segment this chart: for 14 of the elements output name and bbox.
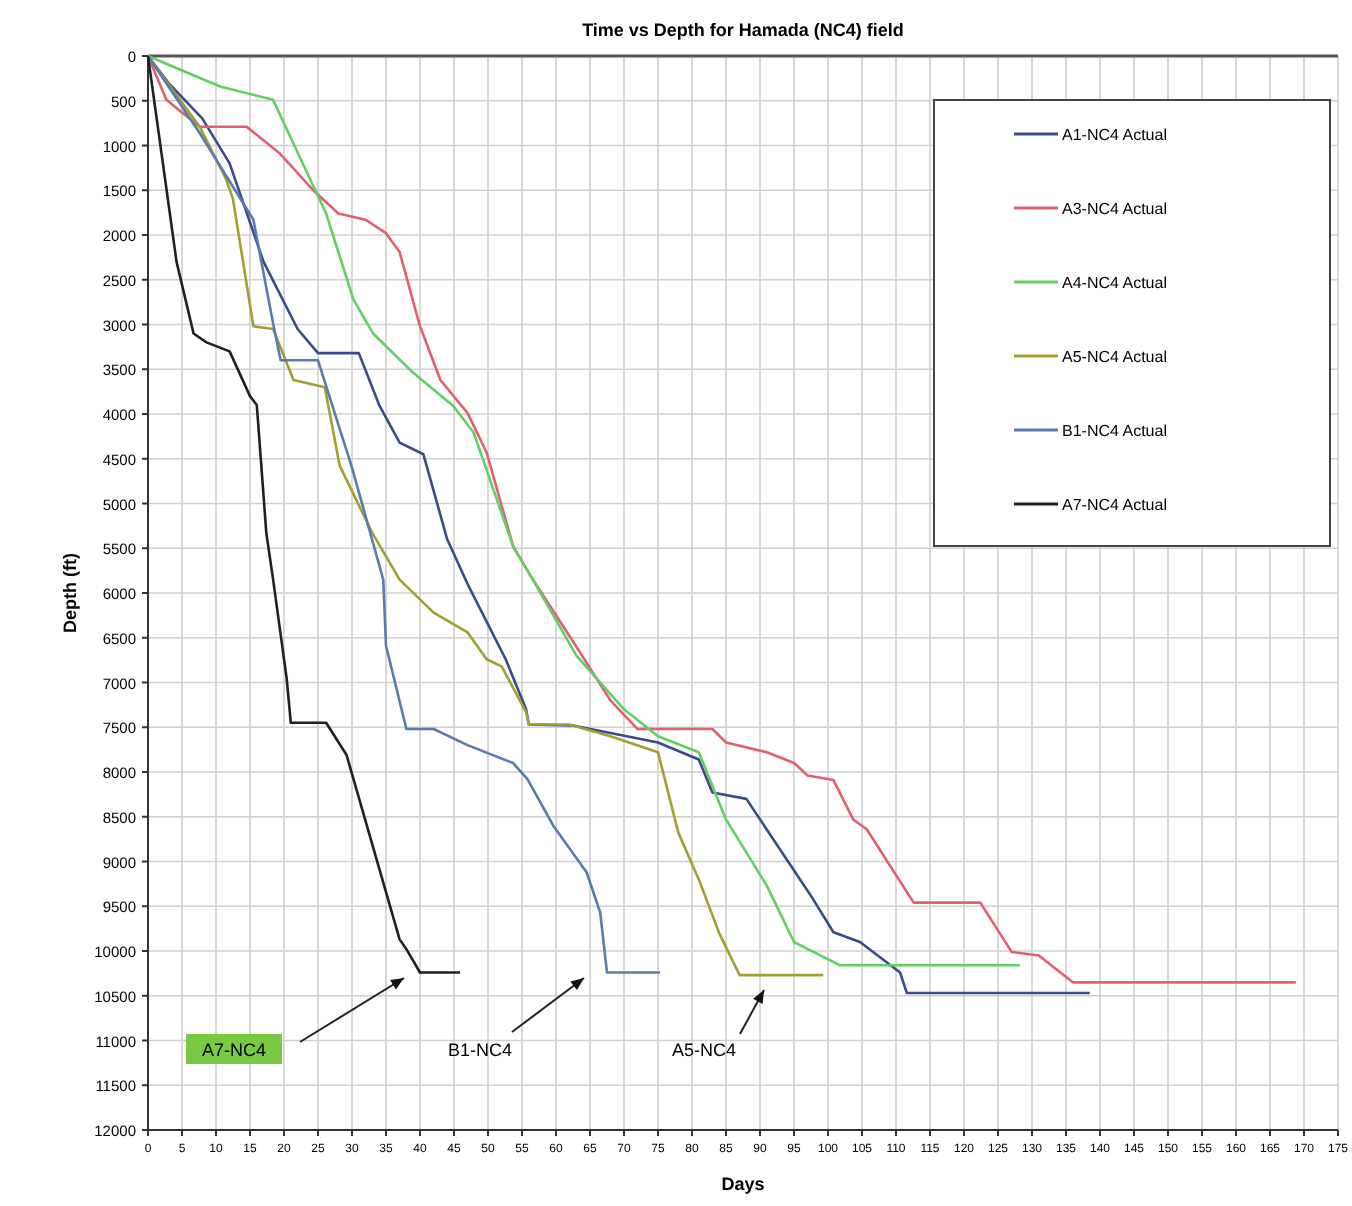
line-series	[146, 54, 462, 974]
x-axis-title: Days	[721, 1174, 765, 1194]
annotation: A7-NC4	[201, 1040, 267, 1060]
line-series	[146, 54, 662, 974]
legend-label: A4-NC4 Actual	[1062, 274, 1168, 292]
chart-title: Time vs Depth for Hamada (NC4) field	[582, 20, 904, 40]
legend-label: B1-NC4 Actual	[1062, 422, 1168, 440]
legend-label: A1-NC4 Actual	[1062, 126, 1168, 144]
annotation: A5-NC4	[671, 1040, 737, 1060]
legend-label: A3-NC4 Actual	[1062, 200, 1168, 218]
annotation: B1-NC4	[447, 1040, 513, 1060]
y-axis-title: Depth (ft)	[60, 553, 80, 633]
legend-label: A7-NC4 Actual	[1062, 496, 1168, 514]
legend-label: A5-NC4 Actual	[1062, 348, 1168, 366]
